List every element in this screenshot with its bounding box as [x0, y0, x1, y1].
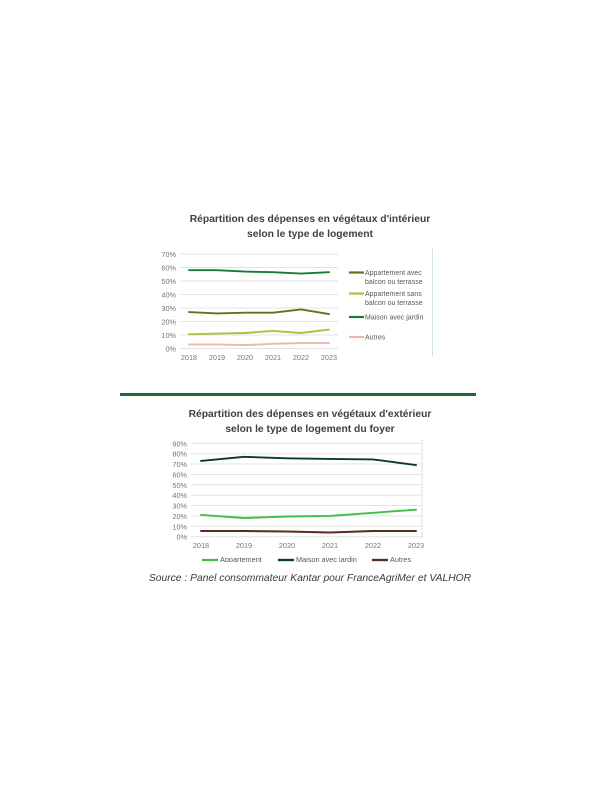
svg-text:2021: 2021 — [322, 541, 338, 550]
svg-text:balcon ou terrasse: balcon ou terrasse — [365, 300, 423, 307]
svg-text:10%: 10% — [161, 331, 176, 340]
svg-text:Appartement sans: Appartement sans — [365, 291, 422, 298]
svg-text:30%: 30% — [161, 304, 176, 313]
svg-text:90%: 90% — [172, 440, 187, 448]
svg-text:Appartement avec: Appartement avec — [365, 270, 422, 277]
svg-text:50%: 50% — [172, 481, 187, 490]
svg-text:2020: 2020 — [237, 353, 253, 362]
svg-text:80%: 80% — [172, 450, 187, 459]
svg-text:50%: 50% — [161, 277, 176, 286]
svg-text:2018: 2018 — [193, 541, 209, 550]
svg-text:balcon ou terrasse: balcon ou terrasse — [365, 279, 423, 286]
svg-text:Autres: Autres — [390, 555, 411, 562]
svg-text:20%: 20% — [172, 512, 187, 521]
svg-text:2019: 2019 — [236, 541, 252, 550]
svg-text:40%: 40% — [172, 491, 187, 500]
svg-text:10%: 10% — [172, 522, 187, 531]
svg-text:0%: 0% — [176, 533, 187, 542]
svg-text:40%: 40% — [161, 291, 176, 300]
svg-text:Autres: Autres — [365, 335, 386, 342]
svg-text:2020: 2020 — [279, 541, 295, 550]
svg-text:2022: 2022 — [293, 353, 309, 362]
svg-text:2019: 2019 — [209, 353, 225, 362]
svg-text:Maison avec jardin: Maison avec jardin — [365, 315, 423, 322]
svg-text:20%: 20% — [161, 318, 176, 327]
svg-text:2023: 2023 — [321, 353, 337, 362]
svg-text:2021: 2021 — [265, 353, 281, 362]
svg-text:2022: 2022 — [365, 541, 381, 550]
svg-text:Appartement: Appartement — [220, 555, 262, 562]
svg-text:30%: 30% — [172, 502, 187, 511]
svg-text:0%: 0% — [165, 345, 176, 354]
svg-text:70%: 70% — [172, 460, 187, 469]
svg-text:2018: 2018 — [181, 353, 197, 362]
svg-text:60%: 60% — [161, 264, 176, 273]
svg-text:60%: 60% — [172, 471, 187, 480]
svg-text:Maison avec jardin: Maison avec jardin — [296, 555, 357, 562]
svg-text:2023: 2023 — [408, 541, 424, 550]
svg-text:70%: 70% — [161, 250, 176, 259]
